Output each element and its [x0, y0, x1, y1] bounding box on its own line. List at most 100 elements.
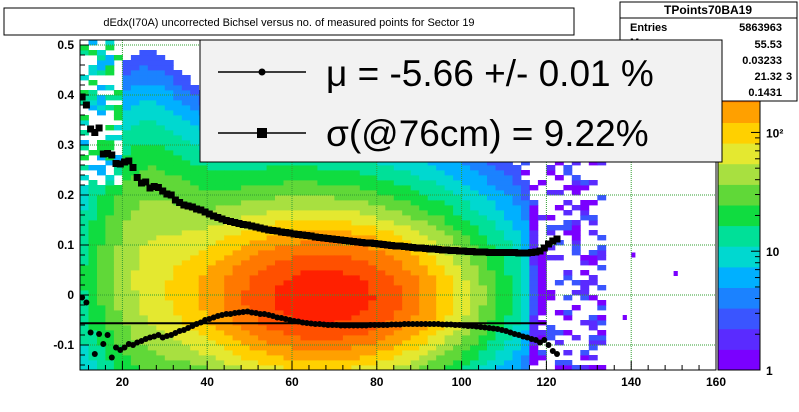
- heatmap-cell: [88, 345, 98, 351]
- heatmap-cell: [292, 285, 301, 291]
- sigma-point: [379, 241, 387, 248]
- heatmap-cell: [181, 110, 191, 116]
- heatmap-cell: [563, 200, 573, 206]
- heatmap-cell: [241, 175, 250, 181]
- heatmap-cell: [571, 245, 581, 251]
- heatmap-cell: [529, 305, 539, 311]
- heatmap-cell: [359, 310, 369, 316]
- heatmap-cell: [283, 310, 293, 316]
- heatmap-cell: [529, 255, 539, 261]
- heatmap-cell: [80, 75, 89, 81]
- heatmap-cell: [334, 230, 344, 236]
- heatmap-cell: [317, 265, 327, 271]
- heatmap-cell: [122, 85, 132, 91]
- heatmap-cell: [495, 190, 505, 196]
- heatmap-cell: [80, 285, 89, 291]
- heatmap-cell: [325, 250, 335, 256]
- heatmap-cell: [368, 305, 378, 311]
- mu-point: [431, 321, 437, 327]
- heatmap-cell: [376, 360, 386, 366]
- heatmap-cell: [181, 230, 191, 236]
- heatmap-cell: [385, 325, 395, 331]
- heatmap-cell: [385, 305, 395, 311]
- heatmap-cell: [122, 280, 132, 286]
- heatmap-cell: [444, 160, 454, 166]
- heatmap-cell: [359, 175, 369, 181]
- heatmap-cell: [266, 175, 276, 181]
- heatmap-cell: [97, 245, 106, 251]
- heatmap-cell: [461, 225, 471, 231]
- heatmap-cell: [359, 210, 369, 216]
- heatmap-cell: [512, 285, 522, 291]
- heatmap-cell: [309, 225, 318, 231]
- heatmap-cell: [207, 340, 217, 346]
- y-axis: 0.50.40.30.20.10-0.1: [53, 38, 89, 366]
- heatmap-cell: [130, 185, 140, 191]
- heatmap-cell: [495, 285, 505, 291]
- heatmap-cell: [453, 240, 462, 246]
- heatmap-cell: [385, 355, 395, 361]
- sigma-point: [252, 223, 260, 231]
- heatmap-cell: [173, 90, 183, 96]
- heatmap-cell: [97, 195, 106, 201]
- heatmap-cell: [198, 220, 208, 226]
- heatmap-cell: [580, 320, 590, 326]
- heatmap-cell: [478, 240, 488, 246]
- heatmap-cell: [351, 160, 361, 166]
- heatmap-cell: [554, 205, 564, 211]
- heatmap-cell: [368, 260, 378, 266]
- stats-mean-value: 55.53: [754, 39, 782, 51]
- heatmap-cell: [317, 350, 327, 356]
- heatmap-cell: [249, 270, 259, 276]
- heatmap-cell: [156, 70, 166, 76]
- heatmap-cell: [512, 170, 522, 176]
- heatmap-cell: [241, 285, 250, 291]
- heatmap-cell: [224, 230, 234, 236]
- heatmap-cell: [88, 220, 98, 226]
- mu-point: [545, 342, 552, 348]
- heatmap-cell: [419, 365, 429, 370]
- heatmap-cell: [147, 350, 157, 356]
- heatmap-cell: [376, 175, 386, 181]
- heatmap-cell: [164, 155, 174, 161]
- heatmap-cell: [470, 265, 479, 271]
- heatmap-cell: [198, 230, 208, 236]
- heatmap-cell: [105, 65, 115, 71]
- heatmap-cell: [156, 340, 166, 346]
- heatmap-cell: [436, 275, 446, 281]
- heatmap-cell: [156, 235, 166, 241]
- heatmap-cell: [410, 275, 420, 281]
- sigma-point: [337, 236, 345, 244]
- heatmap-cell: [478, 305, 488, 311]
- heatmap-cell: [275, 185, 284, 191]
- heatmap-cell: [292, 290, 301, 296]
- heatmap-cell: [97, 275, 106, 281]
- heatmap-cell: [563, 310, 573, 316]
- heatmap-cell: [156, 330, 166, 336]
- heatmap-cell: [453, 185, 462, 191]
- heatmap-cell: [105, 345, 115, 351]
- heatmap-cell: [241, 255, 250, 261]
- heatmap-cell: [402, 220, 412, 226]
- heatmap-cell: [571, 190, 581, 196]
- sigma-point: [201, 208, 209, 216]
- heatmap-cell: [487, 190, 496, 196]
- legend: μ = -5.66 +/- 0.01 % σ(@76cm) = 9.22%: [199, 39, 723, 163]
- sigma-point: [231, 219, 239, 226]
- heatmap-cell: [537, 265, 547, 271]
- heatmap-cell: [309, 260, 318, 266]
- heatmap-cell: [266, 305, 276, 311]
- heatmap-cell: [444, 300, 454, 306]
- heatmap-cell: [504, 200, 513, 206]
- heatmap-cell: [113, 250, 123, 256]
- heatmap-cell: [122, 365, 132, 370]
- heatmap-cell: [410, 205, 420, 211]
- heatmap-cell: [190, 200, 200, 206]
- heatmap-cell: [130, 365, 140, 370]
- heatmap-cell: [554, 160, 564, 166]
- heatmap-cell: [453, 190, 462, 196]
- heatmap-cell: [461, 280, 471, 286]
- heatmap-cell: [147, 85, 157, 91]
- heatmap-cell: [198, 190, 208, 196]
- heatmap-cell: [487, 265, 496, 271]
